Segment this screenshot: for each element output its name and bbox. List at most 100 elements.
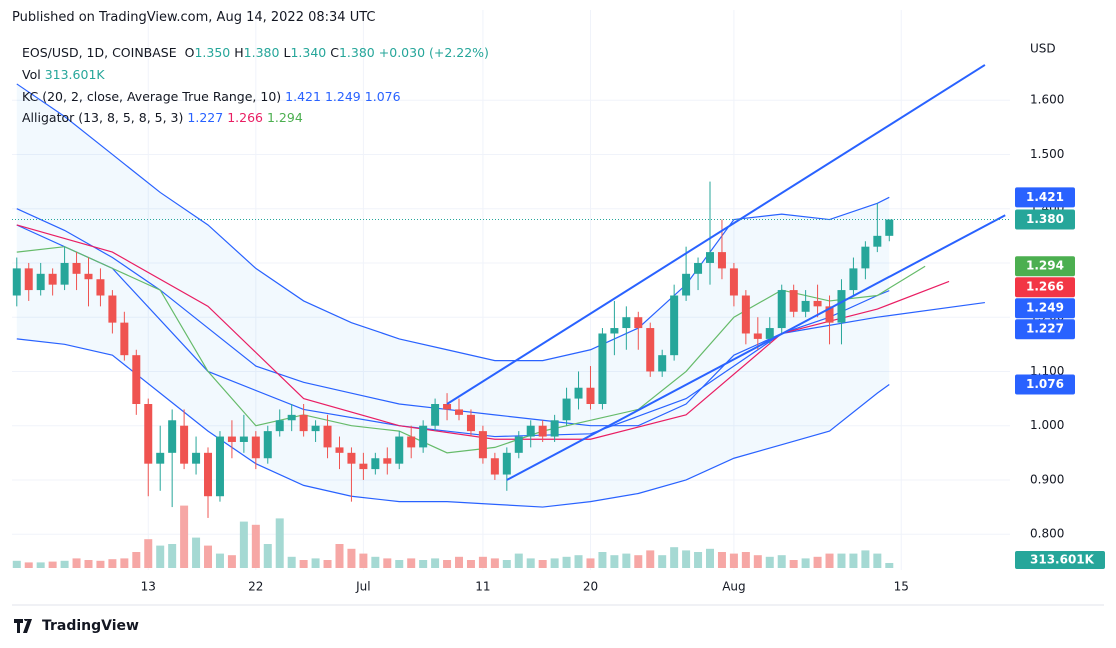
candle-body <box>502 452 511 475</box>
volume-bar <box>861 550 870 568</box>
candle-body <box>646 328 655 372</box>
volume-bar <box>502 560 511 568</box>
price-tag-label: 1.294 <box>1026 259 1064 273</box>
volume-bar <box>12 560 21 568</box>
candle-body <box>192 452 201 464</box>
volume-tag <box>1015 551 1105 569</box>
volume-bar <box>371 556 380 568</box>
ohlc-key: O <box>184 45 195 60</box>
indicator-value: 1.076 <box>364 89 401 104</box>
volume-bar <box>204 545 213 568</box>
candle-body <box>801 300 810 312</box>
volume-bar <box>622 553 631 568</box>
ohlc-value: 1.380 <box>243 45 280 60</box>
volume-tag-label: 313.601K <box>1030 553 1095 567</box>
volume-bar <box>694 552 703 568</box>
x-tick-label: 20 <box>583 580 598 594</box>
volume-bar <box>765 556 774 568</box>
candle-body <box>12 268 21 296</box>
candle-body <box>371 458 380 470</box>
ohlc-value: 1.350 <box>194 45 231 60</box>
candle-body <box>227 436 236 442</box>
ohlc-key: L <box>283 45 291 60</box>
volume-bar <box>299 560 308 568</box>
price-tag-label: 1.380 <box>1026 212 1064 226</box>
candle-body <box>729 268 738 296</box>
y-tick-label: 1.500 <box>1030 147 1064 161</box>
volume-bar <box>717 552 726 568</box>
volume-bar <box>873 553 882 568</box>
candle-body <box>251 436 260 459</box>
candle-body <box>478 431 487 459</box>
trend-line <box>506 214 1006 481</box>
candle-body <box>275 420 284 432</box>
alligator-lips <box>16 246 926 454</box>
candle-body <box>96 279 105 296</box>
candle-body <box>753 333 762 339</box>
volume-bar <box>801 558 810 568</box>
volume-bar <box>287 556 296 568</box>
x-tick-label: 15 <box>894 580 909 594</box>
indicator-value: 1.227 <box>187 110 224 125</box>
candle-body <box>359 463 368 470</box>
candle-body <box>526 425 535 437</box>
price-tag <box>1015 209 1075 230</box>
candle-body <box>36 273 45 291</box>
x-tick-label: 22 <box>248 580 263 594</box>
volume-bar <box>562 556 571 568</box>
candle-body <box>562 398 571 421</box>
candle-body <box>550 420 559 437</box>
volume-bar <box>156 545 165 568</box>
volume-bar <box>490 558 499 568</box>
x-tick-label: 11 <box>475 580 490 594</box>
published-note: Published on TradingView.com, Aug 14, 20… <box>12 10 376 25</box>
candle-body <box>180 425 189 464</box>
y-tick-label: 1.100 <box>1030 364 1064 378</box>
candle-body <box>813 300 822 307</box>
volume-bar <box>96 560 105 568</box>
vol-key: Vol <box>22 67 41 82</box>
kc-upper <box>16 83 890 362</box>
candle-body <box>741 295 750 334</box>
candle-body <box>204 452 213 497</box>
candle-body <box>765 328 774 339</box>
candle-body <box>48 273 57 285</box>
trend-line <box>446 64 986 405</box>
candle-body <box>622 317 631 329</box>
volume-bar <box>610 555 619 568</box>
price-tag-label: 1.421 <box>1026 190 1064 204</box>
candle-body <box>108 295 117 323</box>
candle-body <box>395 436 404 464</box>
logo: TradingView <box>14 618 139 634</box>
candle-body <box>861 246 870 269</box>
x-tick-label: Aug <box>722 580 745 594</box>
volume-bar <box>48 561 57 568</box>
volume-bar <box>132 552 141 568</box>
candle-body <box>455 409 464 415</box>
volume-bar <box>275 518 284 568</box>
ohlc-value: 1.380 <box>338 45 375 60</box>
x-tick-label: Jul <box>355 580 370 594</box>
change: +0.030 (+2.22%) <box>378 45 489 60</box>
volume-bar <box>60 560 69 568</box>
ohlc-key: H <box>234 45 244 60</box>
symbol: EOS/USD, 1D, COINBASE <box>22 45 177 60</box>
volume-bar <box>323 560 332 568</box>
price-tag <box>1015 374 1075 395</box>
volume-bar <box>849 553 858 568</box>
candle-body <box>694 262 703 274</box>
candle-body <box>156 452 165 464</box>
indicator-value: 1.294 <box>266 110 303 125</box>
candle-body <box>431 404 440 426</box>
price-tag <box>1015 256 1075 277</box>
candle-body <box>443 404 452 410</box>
volume-bar <box>455 556 464 568</box>
price-tag <box>1015 319 1075 340</box>
candle-body <box>263 431 272 459</box>
y-tick-label: 1.600 <box>1030 93 1064 107</box>
volume-bar <box>347 548 356 568</box>
logo-icon <box>14 619 32 633</box>
kc-lower <box>16 338 890 508</box>
